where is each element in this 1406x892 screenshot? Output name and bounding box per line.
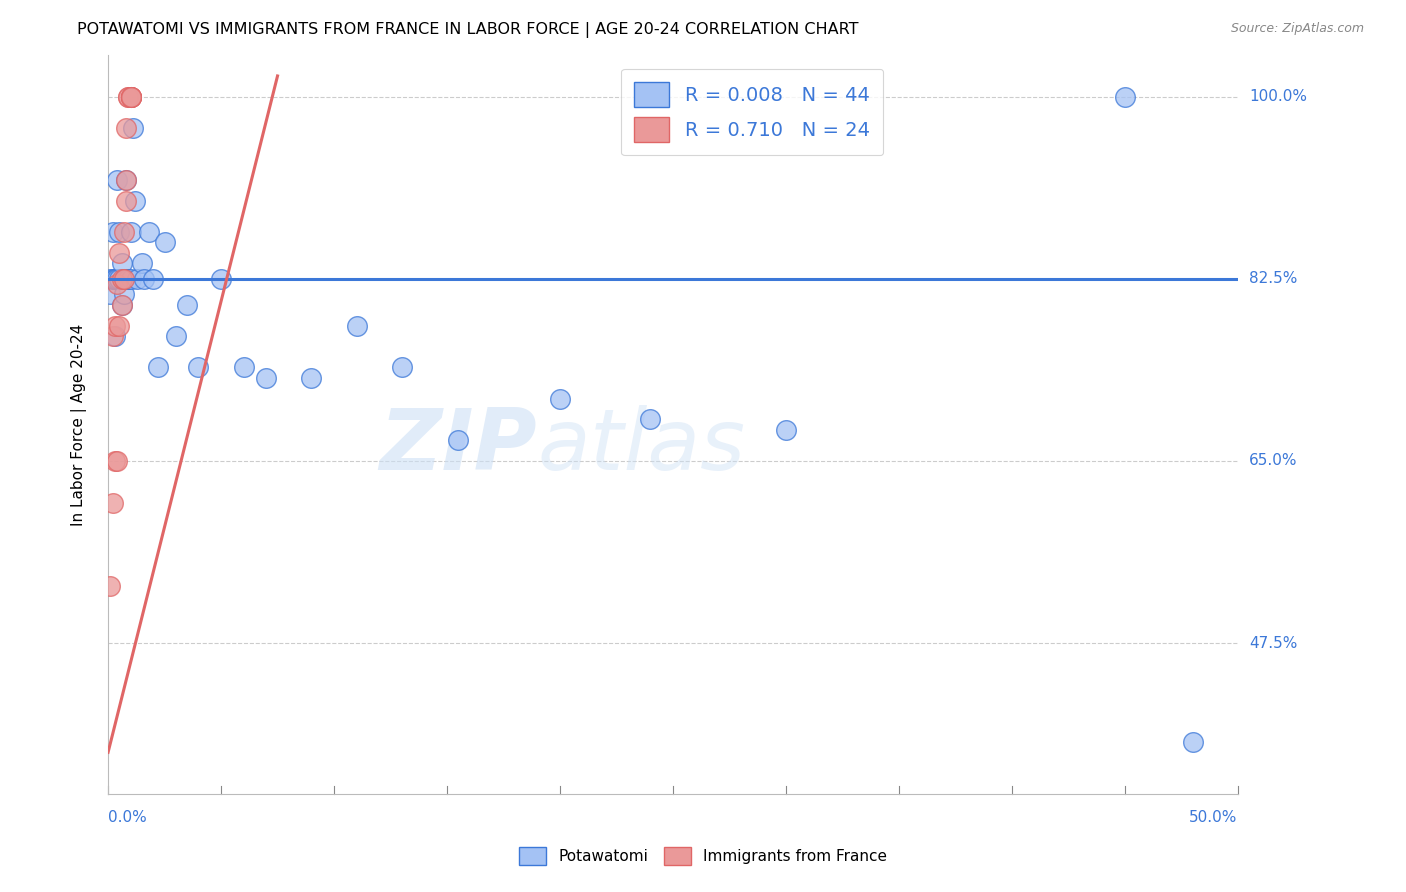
Point [775, 423, 797, 437]
Point [134, 272, 156, 286]
Point [115, 173, 138, 187]
Point [120, 225, 142, 239]
Point [165, 329, 187, 343]
Point [209, 272, 232, 286]
Point [98, 272, 121, 286]
Text: 65.0%: 65.0% [1249, 453, 1298, 468]
Point [1114, 89, 1136, 103]
Point [115, 194, 138, 208]
Point [108, 225, 131, 239]
Point [115, 272, 138, 286]
Point [391, 360, 413, 375]
Point [101, 225, 124, 239]
Point [108, 245, 131, 260]
Point [112, 272, 135, 286]
Point [105, 173, 128, 187]
Point [138, 225, 160, 239]
Point [120, 89, 142, 103]
Point [112, 272, 135, 286]
Point [108, 272, 131, 286]
Point [111, 256, 134, 270]
Point [346, 318, 368, 333]
Point [111, 272, 134, 286]
Point [299, 370, 322, 384]
Point [117, 89, 139, 103]
Point [105, 272, 128, 286]
Point [104, 272, 127, 286]
Point [146, 360, 169, 375]
Point [447, 433, 470, 447]
Point [120, 89, 142, 103]
Point [120, 89, 142, 103]
Point [98, 287, 121, 301]
Point [153, 235, 176, 250]
Text: 47.5%: 47.5% [1249, 636, 1298, 650]
Point [105, 277, 128, 291]
Point [117, 272, 139, 286]
Point [127, 272, 149, 286]
Point [1181, 735, 1204, 749]
Point [187, 360, 209, 375]
Point [115, 120, 138, 135]
Point [548, 392, 571, 406]
Point [112, 287, 135, 301]
Text: 100.0%: 100.0% [1249, 89, 1308, 104]
Point [104, 329, 127, 343]
Y-axis label: In Labor Force | Age 20-24: In Labor Force | Age 20-24 [72, 324, 87, 525]
Point [254, 370, 277, 384]
Point [105, 454, 128, 468]
Point [104, 318, 127, 333]
Legend: Potawatomi, Immigrants from France: Potawatomi, Immigrants from France [513, 841, 893, 871]
Point [98, 579, 121, 593]
Point [176, 298, 198, 312]
Legend: R = 0.008   N = 44, R = 0.710   N = 24: R = 0.008 N = 44, R = 0.710 N = 24 [620, 69, 883, 155]
Point [111, 298, 134, 312]
Point [111, 298, 134, 312]
Point [104, 272, 127, 286]
Point [101, 329, 124, 343]
Point [120, 89, 142, 103]
Point [120, 89, 142, 103]
Point [122, 120, 145, 135]
Point [120, 89, 142, 103]
Point [124, 194, 146, 208]
Text: ZIP: ZIP [380, 405, 537, 488]
Point [112, 225, 135, 239]
Point [117, 89, 139, 103]
Point [142, 272, 165, 286]
Point [120, 272, 142, 286]
Point [101, 495, 124, 509]
Text: atlas: atlas [537, 405, 745, 488]
Point [108, 318, 131, 333]
Text: Source: ZipAtlas.com: Source: ZipAtlas.com [1230, 22, 1364, 36]
Text: 82.5%: 82.5% [1249, 271, 1298, 286]
Point [115, 173, 138, 187]
Point [131, 256, 153, 270]
Point [640, 412, 662, 426]
Point [104, 454, 127, 468]
Text: POTAWATOMI VS IMMIGRANTS FROM FRANCE IN LABOR FORCE | AGE 20-24 CORRELATION CHAR: POTAWATOMI VS IMMIGRANTS FROM FRANCE IN … [77, 22, 859, 38]
Point [232, 360, 254, 375]
Point [101, 272, 124, 286]
Text: 50.0%: 50.0% [1189, 810, 1237, 824]
Text: 0.0%: 0.0% [108, 810, 146, 824]
